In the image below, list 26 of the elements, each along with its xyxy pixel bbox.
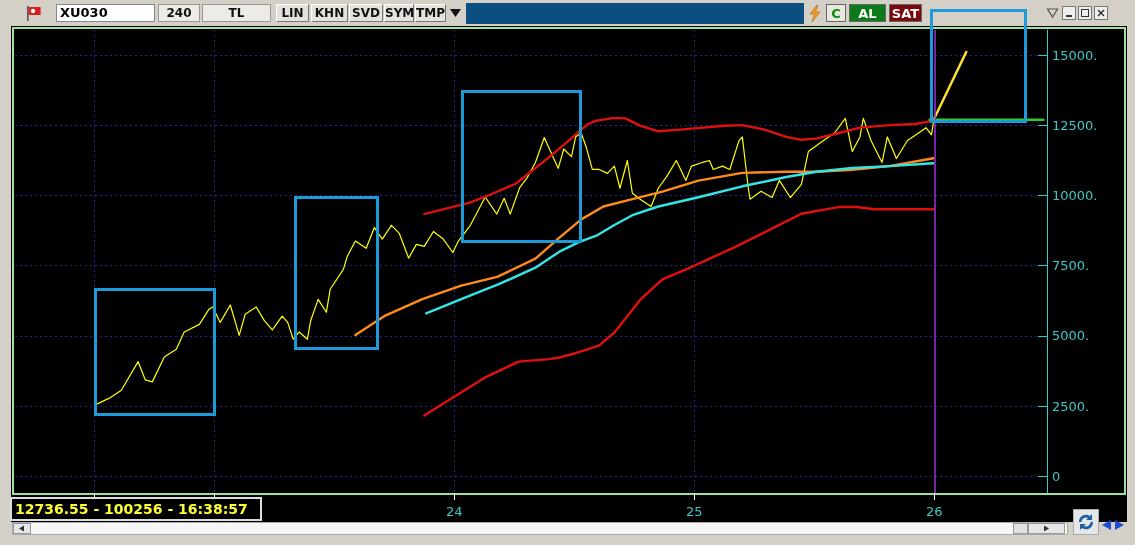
y-tick-label: 12500. — [1052, 117, 1098, 133]
button: C — [826, 4, 846, 22]
button: TMP — [415, 4, 446, 22]
line-series — [424, 162, 935, 315]
line-series — [354, 157, 935, 337]
button: LIN — [276, 4, 309, 22]
button: SYM — [384, 4, 414, 22]
x-tick-label: 24 — [446, 504, 463, 519]
x-tick-label: 25 — [686, 504, 703, 519]
text-field: 240 — [158, 4, 200, 22]
x-tick-label: 26 — [926, 504, 943, 519]
y-tick-label: 15000. — [1052, 47, 1098, 63]
button: SVD — [349, 4, 383, 22]
line-series — [423, 205, 935, 417]
button: SAT — [889, 4, 922, 22]
text-field: XU030 — [56, 4, 155, 22]
y-tick-label: 0 — [1052, 468, 1061, 484]
y-tick-label: 2500. — [1052, 398, 1090, 414]
button: KHN — [311, 4, 348, 22]
y-tick-label: 10000. — [1052, 188, 1098, 204]
line-series — [94, 117, 935, 406]
text-field: TL — [202, 4, 271, 22]
button: AL — [849, 4, 886, 22]
y-tick-label: 7500. — [1052, 258, 1090, 274]
y-tick-label: 5000. — [1052, 328, 1090, 344]
text-field: 12736.55 - 100256 - 16:38:57 — [10, 497, 262, 521]
